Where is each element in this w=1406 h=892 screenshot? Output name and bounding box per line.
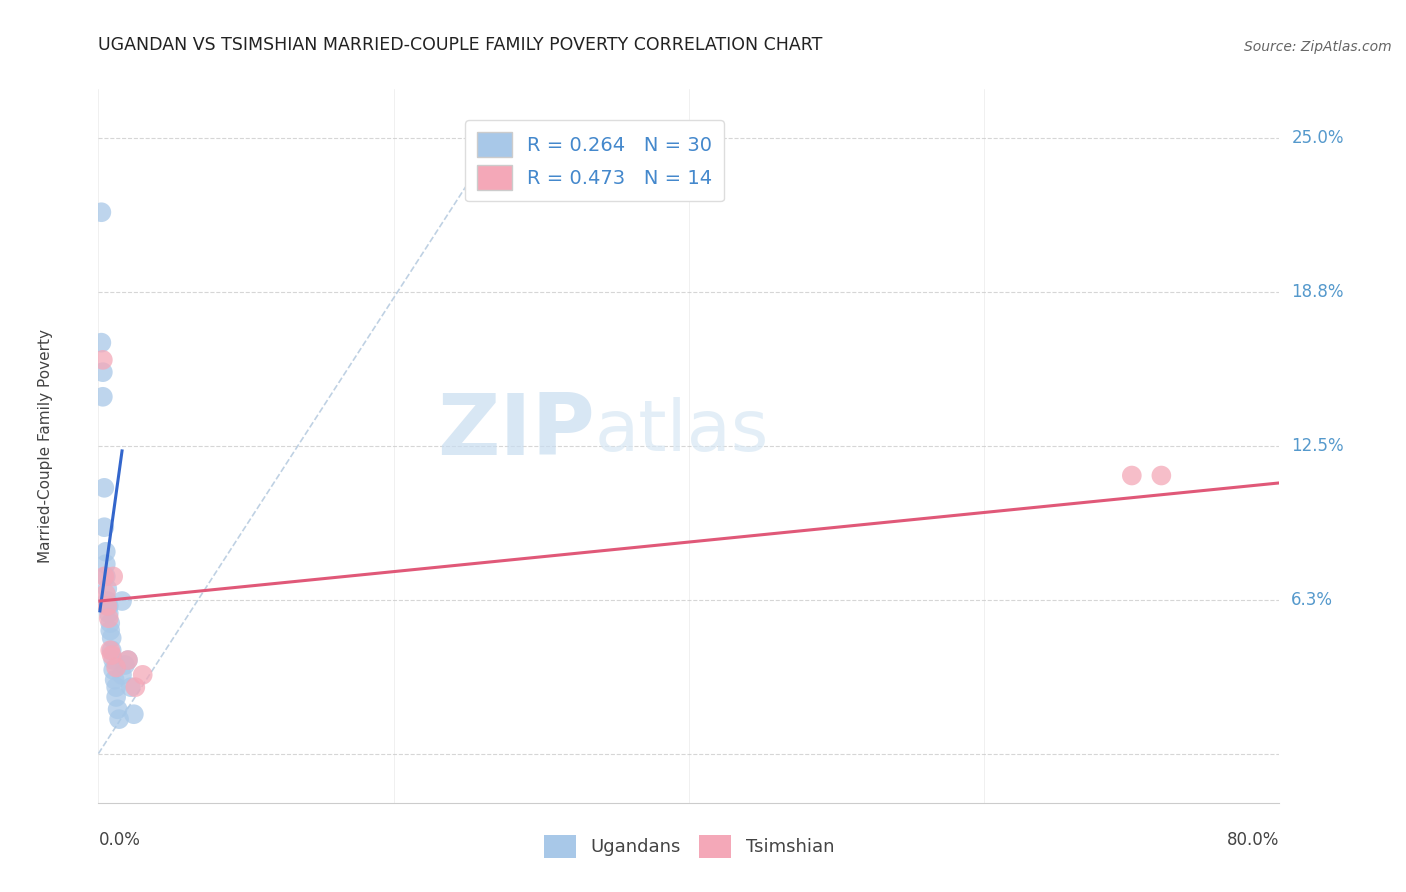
- Text: 25.0%: 25.0%: [1291, 129, 1344, 147]
- Point: [1121, 468, 1143, 483]
- Text: 12.5%: 12.5%: [1291, 437, 1344, 455]
- Point: [94, 557, 117, 571]
- Text: atlas: atlas: [595, 397, 769, 467]
- Point: [96, 594, 118, 608]
- Point: [105, 660, 128, 674]
- Point: [114, 658, 136, 673]
- Text: 80.0%: 80.0%: [1227, 831, 1279, 849]
- Point: [132, 668, 155, 682]
- Point: [98, 616, 121, 631]
- Point: [100, 631, 122, 645]
- Point: [117, 653, 139, 667]
- Point: [100, 643, 122, 657]
- Point: [94, 545, 117, 559]
- Point: [93, 569, 115, 583]
- Point: [93, 481, 115, 495]
- Point: [122, 707, 145, 722]
- Point: [97, 607, 120, 621]
- Point: [105, 690, 128, 704]
- Text: Source: ZipAtlas.com: Source: ZipAtlas.com: [1244, 39, 1392, 54]
- Point: [111, 594, 134, 608]
- Point: [103, 653, 125, 667]
- Text: ZIP: ZIP: [437, 390, 595, 474]
- Point: [98, 643, 121, 657]
- Point: [97, 599, 120, 613]
- Point: [91, 390, 114, 404]
- Point: [98, 624, 121, 638]
- Point: [91, 365, 114, 379]
- Point: [103, 663, 125, 677]
- Point: [124, 680, 146, 694]
- Point: [107, 702, 129, 716]
- Point: [104, 673, 127, 687]
- Point: [117, 653, 139, 667]
- Text: Married-Couple Family Poverty: Married-Couple Family Poverty: [38, 329, 53, 563]
- Point: [105, 680, 128, 694]
- Point: [94, 569, 117, 583]
- Point: [120, 680, 142, 694]
- Point: [97, 611, 120, 625]
- Point: [108, 712, 131, 726]
- Point: [90, 205, 112, 219]
- Point: [1150, 468, 1173, 483]
- Text: 18.8%: 18.8%: [1291, 283, 1344, 301]
- Point: [91, 352, 114, 367]
- Legend: Ugandans, Tsimshian: Ugandans, Tsimshian: [536, 828, 842, 865]
- Point: [103, 569, 125, 583]
- Point: [90, 335, 112, 350]
- Text: 0.0%: 0.0%: [98, 831, 141, 849]
- Point: [93, 520, 115, 534]
- Point: [111, 668, 134, 682]
- Point: [94, 587, 117, 601]
- Point: [96, 599, 118, 613]
- Text: 6.3%: 6.3%: [1291, 591, 1333, 609]
- Point: [100, 648, 122, 662]
- Text: UGANDAN VS TSIMSHIAN MARRIED-COUPLE FAMILY POVERTY CORRELATION CHART: UGANDAN VS TSIMSHIAN MARRIED-COUPLE FAMI…: [98, 36, 823, 54]
- Point: [96, 582, 118, 596]
